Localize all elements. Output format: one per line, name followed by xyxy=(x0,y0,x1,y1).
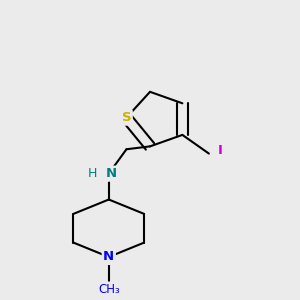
Text: H: H xyxy=(88,167,97,180)
Text: I: I xyxy=(218,144,223,157)
Text: N: N xyxy=(103,250,114,263)
Text: N: N xyxy=(106,167,117,180)
Text: CH₃: CH₃ xyxy=(98,283,120,296)
Text: S: S xyxy=(122,111,131,124)
